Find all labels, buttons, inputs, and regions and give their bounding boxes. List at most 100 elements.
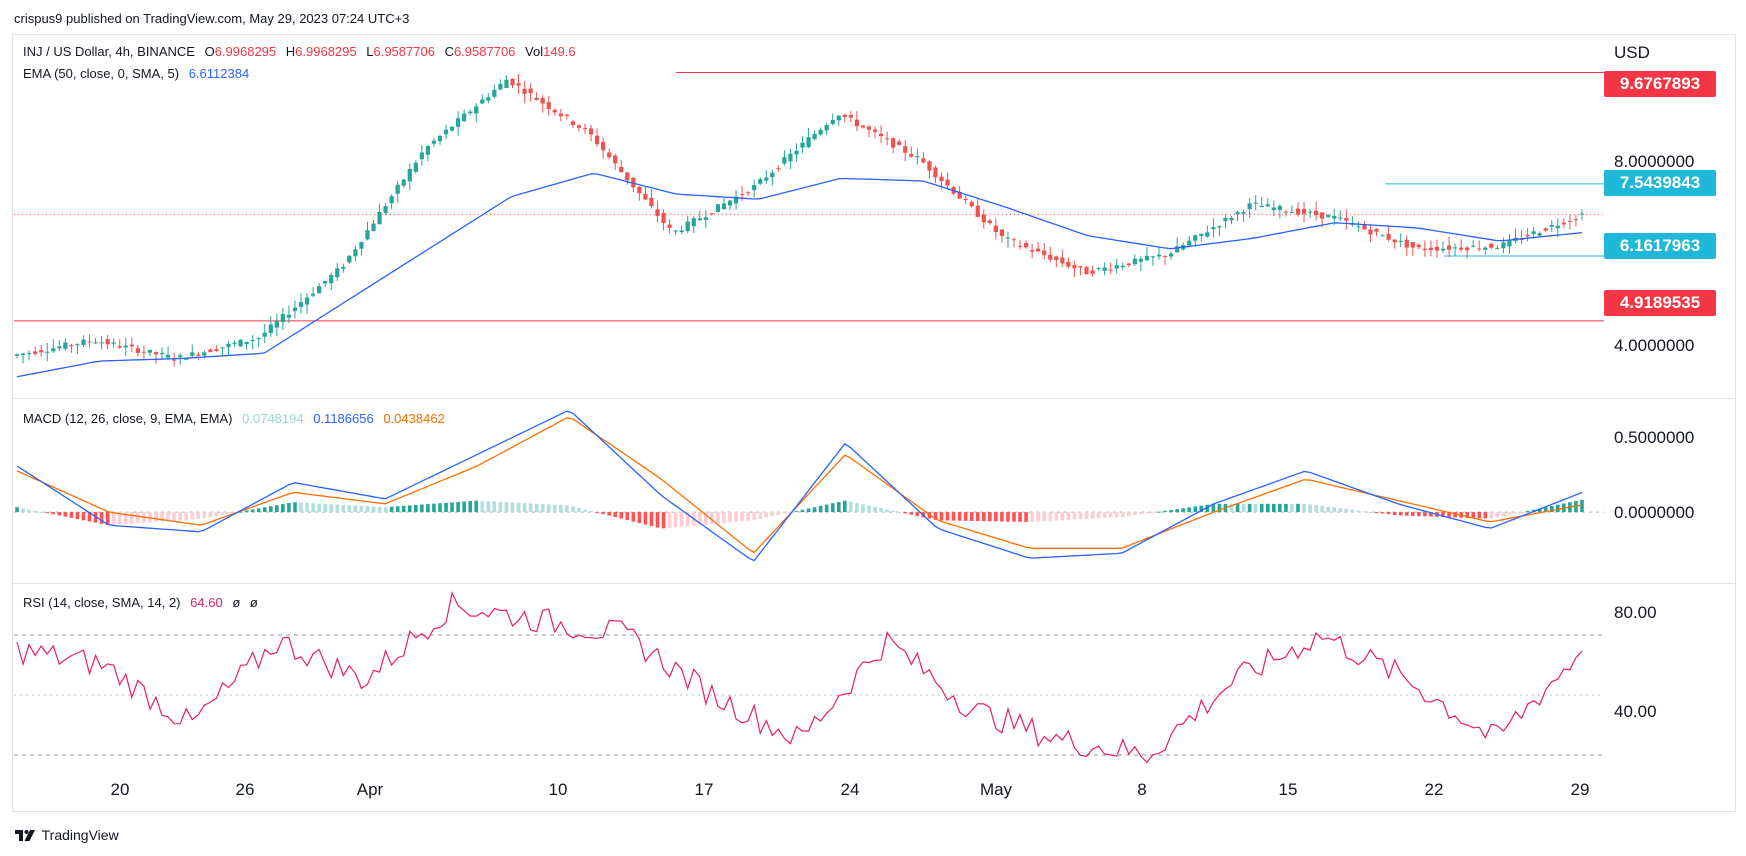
macd-hist-bar	[1489, 512, 1494, 519]
candle-body	[1168, 253, 1174, 257]
macd-hist-bar	[1060, 512, 1065, 521]
currency-label: USD	[1614, 43, 1650, 62]
macd-hist-bar	[311, 503, 315, 513]
candle-body	[413, 162, 418, 172]
candle-body	[860, 125, 866, 128]
candle-body	[323, 281, 328, 284]
candle-body	[588, 128, 594, 135]
candle-body	[292, 307, 298, 312]
macd-hist-bar	[583, 509, 587, 513]
macd-hist-bar	[1338, 508, 1343, 513]
candle-body	[274, 321, 279, 328]
candle-body	[613, 155, 618, 164]
candle-body	[679, 230, 684, 233]
macd-hist-bar	[975, 512, 980, 522]
candle-body	[341, 266, 346, 269]
candle-body	[1066, 261, 1071, 267]
macd-hist-bar	[758, 512, 763, 519]
candle-body	[63, 342, 68, 349]
macd-hist-bar	[607, 512, 611, 516]
macd-hist-bar	[1580, 499, 1584, 513]
macd-hist-bar	[710, 512, 714, 525]
macd-hist-bar	[1314, 505, 1318, 513]
candle-body	[999, 229, 1005, 236]
macd-hist-bar	[1495, 512, 1500, 518]
candle-body	[981, 214, 986, 223]
candle-body	[347, 255, 352, 263]
price-tick-4: 4.0000000	[1614, 336, 1695, 355]
candle-body	[1090, 270, 1095, 274]
candle-body	[1416, 244, 1421, 248]
candle-body	[389, 196, 394, 204]
macd-hist-bar	[1235, 503, 1240, 513]
high-key: H	[285, 44, 296, 59]
macd-hist-bar	[1453, 512, 1457, 518]
macd-hist-bar	[123, 512, 128, 525]
candle-body	[534, 97, 539, 100]
candle-body	[824, 125, 829, 131]
open-key: O	[204, 44, 215, 59]
macd-hist-bar	[57, 512, 62, 516]
candle-body	[20, 353, 26, 356]
macd-line	[16, 410, 1583, 562]
candle-body	[1434, 246, 1440, 251]
macd-hist-bar	[577, 507, 581, 513]
macd-hist-bar	[1151, 512, 1155, 514]
candle-body	[866, 126, 872, 130]
candle-body	[1295, 208, 1301, 215]
macd-hist-bar	[1320, 505, 1324, 513]
candle-body	[123, 345, 128, 348]
x-label-15: 15	[1278, 780, 1298, 799]
macd-hist-bar	[1211, 503, 1216, 513]
candle-body	[1132, 258, 1137, 265]
macd-hist-bar	[812, 507, 817, 513]
macd-hist-bar	[407, 505, 412, 513]
candle-body	[594, 135, 600, 145]
macd-hist-bar	[148, 512, 152, 523]
macd-hist-bar	[504, 502, 509, 513]
candle-body	[1078, 266, 1083, 268]
candle-body	[304, 297, 310, 305]
candle-body	[425, 146, 431, 155]
candle-body	[721, 203, 727, 210]
macd-hist-bar	[1513, 512, 1518, 514]
rsi-line	[16, 591, 1583, 764]
macd-hist-bar	[1241, 503, 1246, 513]
macd-hist-bar	[1308, 504, 1312, 513]
volume-value: 149.6	[543, 44, 576, 59]
macd-hist-bar	[655, 512, 660, 528]
macd-hist-bar	[450, 502, 454, 513]
macd-hist-bar	[933, 512, 938, 520]
candle-body	[1114, 265, 1119, 269]
macd-hist-bar	[1247, 503, 1252, 513]
candle-body	[431, 140, 437, 144]
candle-body	[945, 179, 950, 186]
macd-hist-bar	[1145, 512, 1149, 514]
symbol-label: INJ / US Dollar, 4h, BINANCE	[23, 44, 195, 59]
macd-hist-bar	[1332, 507, 1337, 513]
candle-body	[335, 268, 340, 278]
macd-hist-bar	[335, 504, 340, 513]
candle-body	[111, 342, 116, 344]
macd-hist-bar	[268, 506, 273, 513]
macd-hist-bar	[178, 512, 182, 521]
macd-hist-bar	[87, 512, 92, 522]
macd-hist-bar	[1507, 512, 1512, 515]
macd-hist-bar	[1350, 509, 1355, 513]
macd-hist-bar	[1356, 510, 1361, 513]
candle-body	[1120, 265, 1125, 268]
tradingview-logo[interactable]: TradingView	[14, 826, 119, 843]
candle-body	[1320, 212, 1325, 219]
macd-hist-bar	[589, 510, 593, 513]
candle-body	[1096, 267, 1101, 269]
candle-body	[770, 172, 775, 178]
macd-hist-value: 0.0748194	[242, 411, 304, 426]
macd-hist-bar	[250, 509, 255, 513]
candle-body	[1452, 247, 1458, 249]
macd-hist-bar	[226, 512, 231, 514]
candle-body	[1017, 245, 1023, 247]
candle-body	[455, 118, 461, 127]
macd-hist-bar	[1483, 512, 1488, 519]
macd-hist-bar	[305, 502, 309, 513]
